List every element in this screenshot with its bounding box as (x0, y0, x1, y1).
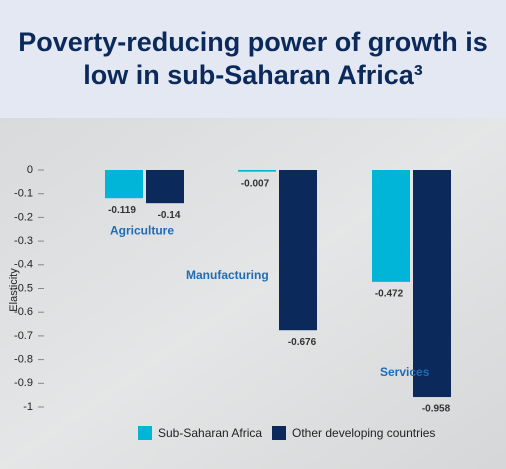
chart-title: Poverty-reducing power of growth is low … (18, 27, 488, 90)
bar (146, 170, 184, 204)
y-tick-label: -0.2 (14, 211, 33, 223)
y-tick-label: -0.7 (14, 330, 33, 342)
bar (279, 170, 317, 331)
data-label: -0.676 (288, 337, 317, 348)
category-label: Agriculture (110, 223, 174, 237)
y-tick-label: 0 (27, 164, 33, 176)
category-label: Manufacturing (186, 268, 269, 282)
y-tick-label: -0.6 (14, 306, 33, 318)
data-label: -0.472 (375, 289, 404, 300)
data-label: -0.007 (241, 178, 270, 189)
legend-label: Other developing countries (292, 426, 435, 440)
y-tick-label: -0.5 (14, 282, 33, 294)
data-label: -0.14 (158, 210, 181, 221)
legend-swatch (272, 426, 286, 440)
y-tick-label: -0.9 (14, 377, 33, 389)
bar (413, 170, 451, 398)
legend-swatch (138, 426, 152, 440)
bar (238, 170, 276, 172)
legend-label: Sub-Saharan Africa (158, 426, 262, 440)
y-tick-label: -1 (23, 401, 33, 413)
y-tick-label: -0.8 (14, 354, 33, 366)
category-label: Services (380, 365, 430, 379)
data-label: -0.119 (108, 205, 136, 216)
data-label: -0.958 (422, 404, 451, 415)
y-tick-label: -0.3 (14, 235, 33, 247)
y-tick-label: -0.1 (14, 188, 33, 200)
y-axis-label: Elasticity (8, 268, 20, 312)
y-tick-label: -0.4 (14, 259, 33, 271)
bar (105, 170, 143, 199)
header: Poverty-reducing power of growth is low … (0, 0, 506, 118)
bar (372, 170, 410, 282)
